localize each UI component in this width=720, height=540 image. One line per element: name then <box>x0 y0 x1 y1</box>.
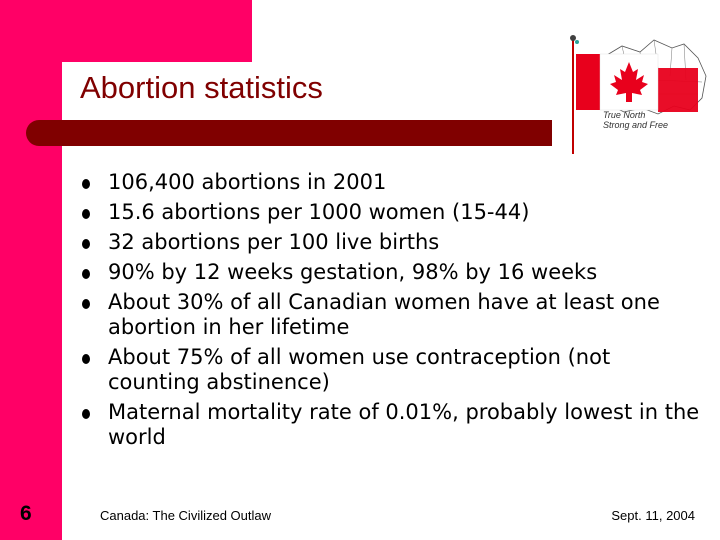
bullet-item: 90% by 12 weeks gestation, 98% by 16 wee… <box>82 260 702 285</box>
bullet-item: 106,400 abortions in 2001 <box>82 170 702 195</box>
logo-tagline: True North Strong and Free <box>603 110 703 130</box>
bullet-dot-icon <box>82 354 90 364</box>
bullet-dot-icon <box>82 299 90 309</box>
slide-title: Abortion statistics <box>80 70 323 105</box>
bullet-dot-icon <box>82 269 90 279</box>
side-accent-bar <box>0 0 62 540</box>
bullet-dot-icon <box>82 209 90 219</box>
bullet-text: Maternal mortality rate of 0.01%, probab… <box>108 400 700 449</box>
bullet-text: About 30% of all Canadian women have at … <box>108 290 660 339</box>
top-accent-block <box>0 0 252 62</box>
title-underline-bar <box>26 120 552 146</box>
tagline-line-1: True North <box>603 110 646 120</box>
bullet-text: 90% by 12 weeks gestation, 98% by 16 wee… <box>108 260 598 284</box>
bullet-text: 32 abortions per 100 live births <box>108 230 440 254</box>
footer-presentation-title: Canada: The Civilized Outlaw <box>100 508 272 523</box>
tagline-line-2: Strong and Free <box>603 120 669 130</box>
bullet-dot-icon <box>82 179 90 189</box>
bullet-text: 15.6 abortions per 1000 women (15-44) <box>108 200 530 224</box>
bullet-dot-icon <box>82 239 90 249</box>
bullet-item: 32 abortions per 100 live births <box>82 230 702 255</box>
slide-number: 6 <box>20 502 32 525</box>
bullet-item: 15.6 abortions per 1000 women (15-44) <box>82 200 702 225</box>
canada-flag-map-icon <box>562 28 712 158</box>
bullet-list: 106,400 abortions in 2001 15.6 abortions… <box>82 165 702 450</box>
bullet-item: About 75% of all women use contraception… <box>82 345 702 395</box>
bullet-text: About 75% of all women use contraception… <box>108 345 611 394</box>
bullet-item: Maternal mortality rate of 0.01%, probab… <box>82 400 702 450</box>
bullet-item: About 30% of all Canadian women have at … <box>82 290 702 340</box>
bullet-dot-icon <box>82 409 90 419</box>
footer-date: Sept. 11, 2004 <box>611 508 695 523</box>
bullet-text: 106,400 abortions in 2001 <box>108 170 387 194</box>
